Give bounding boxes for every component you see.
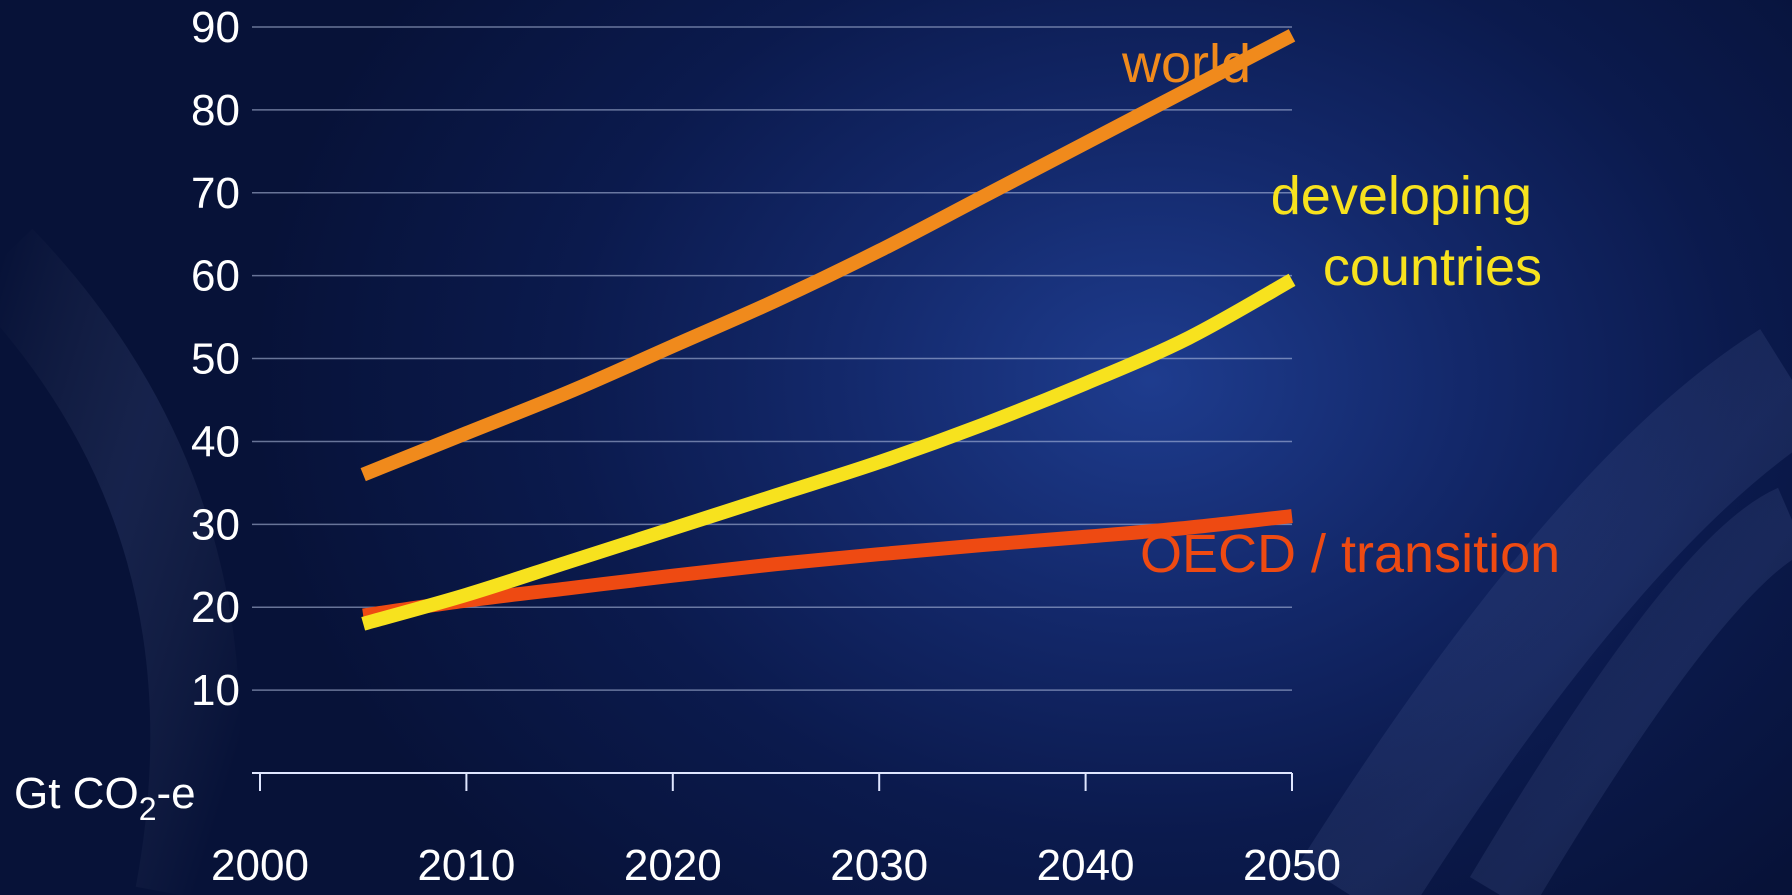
unit-label-subscript: 2 (139, 791, 157, 827)
x-tick-label-2030: 2030 (830, 841, 928, 890)
y-tick-label-20: 20 (191, 583, 240, 632)
y-tick-label-60: 60 (191, 252, 240, 301)
series-lines (360, 29, 1296, 631)
series-label-oecd-transition: OECD / transition (1140, 524, 1560, 584)
x-tick-label-2040: 2040 (1037, 841, 1135, 890)
series-line-world (360, 29, 1296, 482)
x-tick-label-2020: 2020 (624, 841, 722, 890)
unit-label-suffix: -e (156, 769, 195, 818)
x-tick-label-2050: 2050 (1243, 841, 1341, 890)
grid-lines (252, 26, 1292, 691)
unit-label-base: Gt CO (14, 769, 139, 818)
y-tick-label-30: 30 (191, 500, 240, 549)
series-line-developing-countries (361, 273, 1296, 631)
series-line-oecd-transition (362, 509, 1293, 623)
y-unit-label: Gt CO2-e (14, 769, 196, 827)
x-tick-label-2000: 2000 (211, 841, 309, 890)
y-tick-label-50: 50 (191, 335, 240, 384)
series-label-developing-countries-line-1: developing (1271, 166, 1532, 226)
y-tick-label-10: 10 (191, 666, 240, 715)
x-axis (252, 772, 1293, 791)
y-tick-labels: 10 20 30 40 50 60 70 80 90 (191, 3, 240, 715)
series-label-developing-countries-line-2: countries (1323, 237, 1542, 297)
series-labels: world developing countries OECD / transitio… (1121, 34, 1560, 584)
background-streaks (0, 228, 1792, 895)
y-tick-label-90: 90 (191, 3, 240, 52)
y-tick-label-70: 70 (191, 169, 240, 218)
x-tick-labels: 2000 2010 2020 2030 2040 2050 (211, 841, 1341, 890)
y-tick-label-80: 80 (191, 86, 240, 135)
y-tick-label-40: 40 (191, 417, 240, 466)
series-label-world: world (1121, 34, 1251, 94)
x-tick-label-2010: 2010 (417, 841, 515, 890)
